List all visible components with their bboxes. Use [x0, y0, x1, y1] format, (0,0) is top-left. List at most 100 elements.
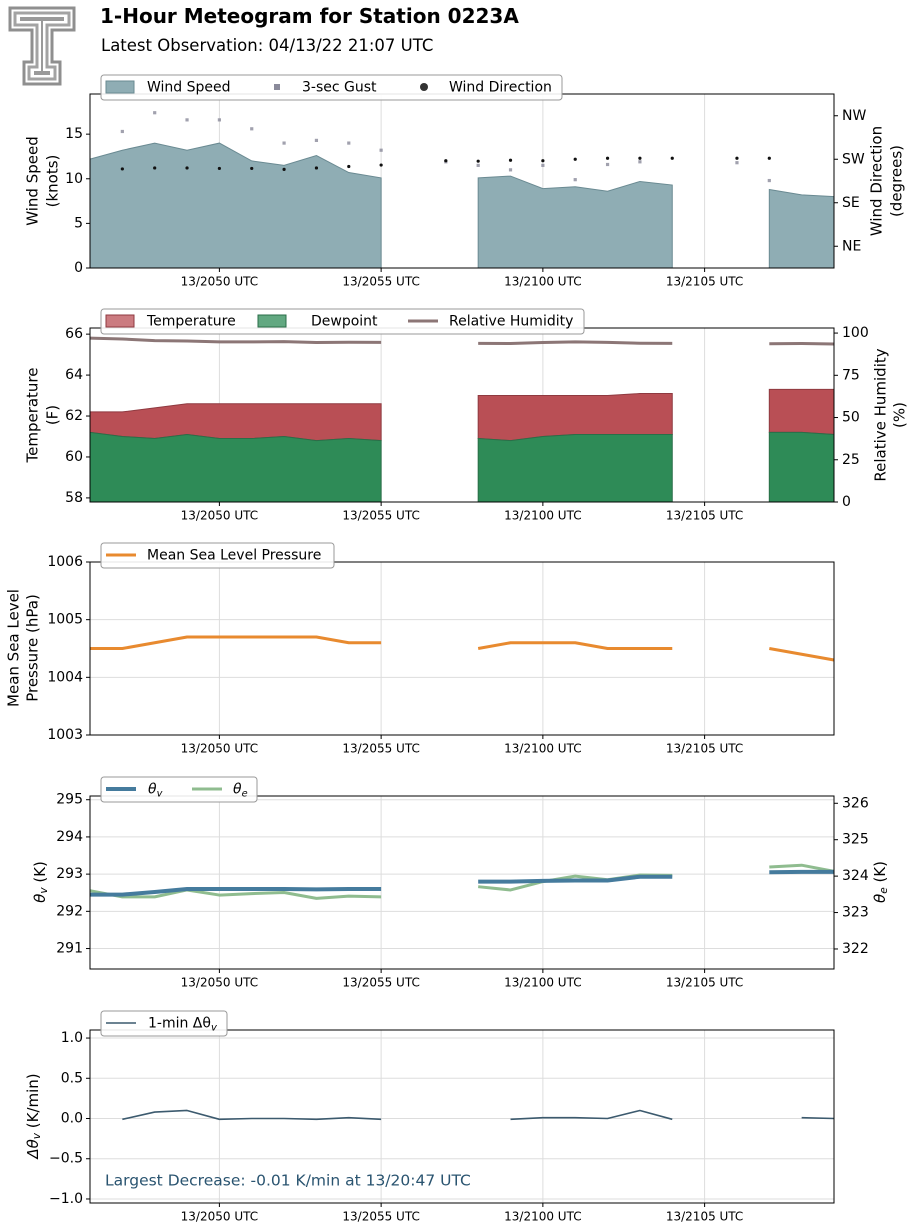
- temperature-area: [768, 388, 835, 435]
- theta-e-axis-label: θe (K): [871, 861, 891, 903]
- legend-dewpoint-label: Dewpoint: [311, 314, 378, 330]
- wind-panel-ytick-label: 15: [65, 126, 83, 142]
- theta-panel-y2tick-label: 323: [842, 905, 869, 921]
- gust-point: [476, 163, 480, 167]
- wind-panel-y2tick-label: NE: [842, 238, 861, 254]
- theta-panel-ytick-label: 292: [56, 903, 83, 919]
- wind-panel-y2tick-label: SE: [842, 195, 860, 211]
- wind-direction-point: [735, 156, 739, 160]
- humidity-axis-label: (%): [891, 402, 909, 428]
- theta-legend: [100, 776, 258, 803]
- pressure-panel-ytick-label: 1006: [47, 554, 83, 570]
- page-title: 1-Hour Meteogram for Station 0223A: [100, 4, 519, 28]
- temperature-panel-ytick-label: 60: [65, 449, 83, 465]
- gust-point: [217, 118, 221, 122]
- dtheta-panel-xtick-label: 13/2105 UTC: [666, 1210, 743, 1224]
- gust-point: [605, 162, 610, 167]
- wind-speed-area: [768, 188, 835, 269]
- legend-temperature-swatch: [105, 314, 135, 328]
- humidity-axis-label: Relative Humidity: [872, 348, 890, 481]
- wind-legend: [100, 74, 563, 101]
- wind-direction-point: [605, 156, 610, 160]
- wind-panel-xtick-label: 13/2050 UTC: [181, 275, 258, 289]
- dtheta-line: [510, 1109, 673, 1121]
- theta-panel-xtick-label: 13/2100 UTC: [504, 976, 581, 990]
- wind-direction-point: [185, 166, 189, 170]
- pressure-panel-xtick-label: 13/2050 UTC: [181, 742, 258, 756]
- legend-temperature-label: Temperature: [146, 314, 236, 330]
- temperature-panel-xtick-label: 13/2055 UTC: [342, 509, 419, 523]
- gust-point: [541, 163, 545, 167]
- pressure-panel-xtick-label: 13/2100 UTC: [504, 742, 581, 756]
- gust-point: [250, 127, 254, 131]
- gust-point: [185, 118, 189, 122]
- theta-panel-ytick-label: 295: [56, 792, 83, 808]
- dtheta-legend: [100, 1010, 228, 1037]
- wind-panel-xtick-label: 13/2105 UTC: [666, 275, 743, 289]
- gust-point: [573, 178, 577, 182]
- theta-panel-y2tick-label: 322: [842, 941, 869, 957]
- wind-direction-axis-label: Wind Direction: [868, 126, 886, 236]
- wind-panel-ytick-label: 10: [65, 171, 83, 187]
- wind-speed-area: [477, 175, 673, 269]
- wind-direction-point: [282, 167, 286, 171]
- wind-direction-point: [573, 157, 577, 161]
- wind-panel-ytick-label: 0: [74, 260, 83, 276]
- temperature-panel-xtick-label: 13/2050 UTC: [181, 509, 258, 523]
- theta-v-line: [478, 874, 673, 884]
- mslp-line: [769, 647, 835, 662]
- dtheta-panel-ytick-label: 0.0: [61, 1111, 83, 1127]
- wind-direction-point: [767, 156, 771, 160]
- theta-panel-y2tick-label: 326: [842, 795, 869, 811]
- dtheta-axis-label: Δθv (K/min): [24, 1073, 44, 1159]
- wind-direction-point: [670, 156, 674, 160]
- gust-point: [508, 168, 513, 172]
- temperature-legend: [100, 308, 585, 335]
- theta-panel-ytick-label: 293: [56, 866, 83, 882]
- page-subtitle: Latest Observation: 04/13/22 21:07 UTC: [101, 36, 434, 55]
- theta-panel-frame: [89, 795, 835, 970]
- wind-speed-axis-label: (knots): [44, 155, 62, 208]
- legend-dewpoint-swatch: [257, 314, 287, 328]
- theta-panel-ytick-label: 291: [56, 941, 83, 957]
- theta-panel-xtick-label: 13/2050 UTC: [181, 976, 258, 990]
- temperature-panel-y2tick-label: 100: [842, 325, 869, 341]
- pressure-panel-frame: [89, 561, 835, 736]
- temperature-axis-label: Temperature: [24, 367, 42, 463]
- dewpoint-area: [477, 433, 673, 503]
- theta-v-axis-label: θv (K): [31, 861, 51, 903]
- wind-speed-area: [89, 142, 382, 269]
- temperature-panel-ytick-label: 64: [65, 367, 83, 383]
- legend-gust-swatch: [274, 84, 280, 90]
- dtheta-line: [122, 1109, 382, 1121]
- temperature-panel-y2tick-label: 75: [842, 367, 860, 383]
- theta-v-line: [90, 887, 382, 897]
- theta-panel-y2tick-label: 325: [842, 832, 869, 848]
- legend-mslp-label: Mean Sea Level Pressure: [147, 548, 321, 564]
- wind-panel-xtick-label: 13/2055 UTC: [342, 275, 419, 289]
- legend-gust-label: 3-sec Gust: [302, 80, 377, 96]
- temperature-area: [477, 393, 673, 442]
- temperature-panel-y2tick-label: 25: [842, 452, 860, 468]
- temperature-axis-label: (F): [44, 405, 62, 425]
- gust-point: [735, 161, 739, 165]
- dtheta-line: [801, 1116, 835, 1120]
- wind-direction-point: [217, 166, 221, 171]
- pressure-axis-label: Pressure (hPa): [24, 594, 42, 702]
- dtheta-panel-xtick-label: 13/2055 UTC: [342, 1210, 419, 1224]
- temperature-area: [89, 403, 382, 442]
- pressure-legend: [100, 542, 335, 569]
- wind-direction-point: [541, 159, 545, 163]
- gust-point: [120, 129, 124, 134]
- temperature-panel-xtick-label: 13/2105 UTC: [666, 509, 743, 523]
- wind-panel-y2tick-label: SW: [842, 151, 865, 167]
- dtheta-panel-ytick-label: 1.0: [61, 1030, 83, 1046]
- gust-point: [767, 178, 771, 183]
- relative-humidity-line: [89, 336, 382, 345]
- theta-panel-xtick-label: 13/2105 UTC: [666, 976, 743, 990]
- wind-direction-point: [347, 164, 351, 169]
- wind-direction-point: [250, 166, 254, 171]
- legend-wind-speed-label: Wind Speed: [147, 80, 231, 96]
- largest-decrease-annotation: Largest Decrease: -0.01 K/min at 13/20:4…: [105, 1172, 471, 1190]
- gust-point: [638, 160, 642, 164]
